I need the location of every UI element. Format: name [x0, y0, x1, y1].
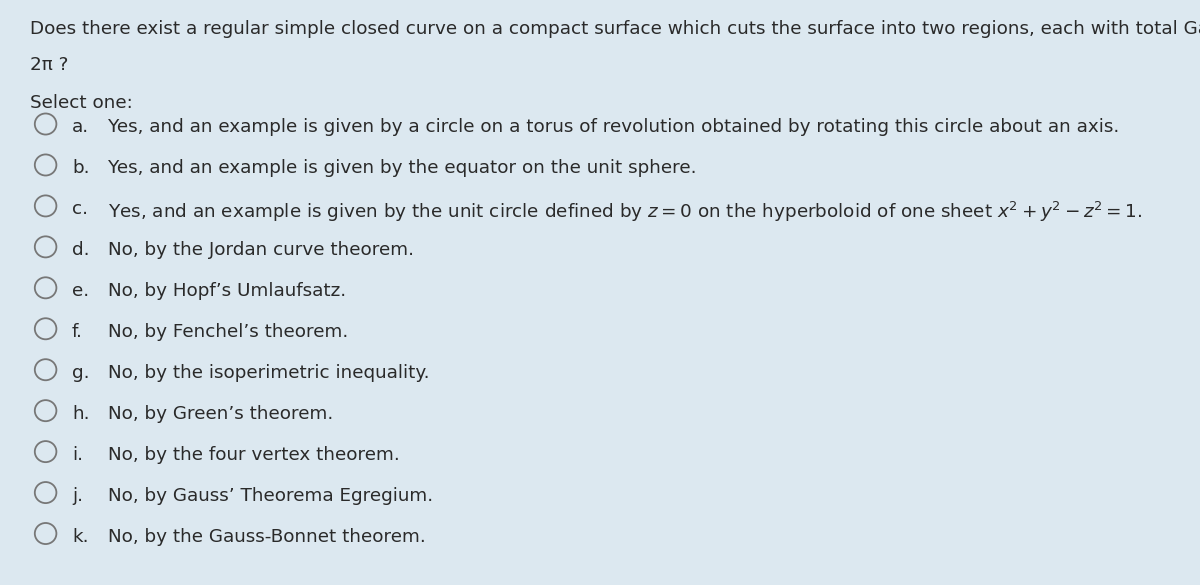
Text: f.: f. [72, 323, 83, 341]
Text: Yes, and an example is given by the unit circle defined by $z = 0$ on the hyperb: Yes, and an example is given by the unit… [108, 200, 1142, 224]
Text: Yes, and an example is given by a circle on a torus of revolution obtained by ro: Yes, and an example is given by a circle… [108, 118, 1120, 136]
Text: c.: c. [72, 200, 88, 218]
Text: k.: k. [72, 528, 89, 546]
Text: No, by the four vertex theorem.: No, by the four vertex theorem. [108, 446, 400, 464]
Text: No, by the isoperimetric inequality.: No, by the isoperimetric inequality. [108, 364, 430, 382]
Text: j.: j. [72, 487, 83, 505]
Text: 2π ?: 2π ? [30, 56, 68, 74]
Text: Select one:: Select one: [30, 94, 133, 112]
Text: Does there exist a regular simple closed curve on a compact surface which cuts t: Does there exist a regular simple closed… [30, 20, 1200, 39]
Text: d.: d. [72, 241, 90, 259]
Text: No, by Fenchel’s theorem.: No, by Fenchel’s theorem. [108, 323, 348, 341]
Text: No, by Gauss’ Theorema Egregium.: No, by Gauss’ Theorema Egregium. [108, 487, 433, 505]
Text: Yes, and an example is given by the equator on the unit sphere.: Yes, and an example is given by the equa… [108, 159, 696, 177]
Text: h.: h. [72, 405, 90, 423]
Text: No, by the Gauss-Bonnet theorem.: No, by the Gauss-Bonnet theorem. [108, 528, 426, 546]
Text: No, by Green’s theorem.: No, by Green’s theorem. [108, 405, 334, 423]
Text: b.: b. [72, 159, 90, 177]
Text: i.: i. [72, 446, 83, 464]
Text: No, by the Jordan curve theorem.: No, by the Jordan curve theorem. [108, 241, 414, 259]
Text: e.: e. [72, 282, 89, 300]
Text: No, by Hopf’s Umlaufsatz.: No, by Hopf’s Umlaufsatz. [108, 282, 346, 300]
Text: g.: g. [72, 364, 90, 382]
Text: a.: a. [72, 118, 89, 136]
